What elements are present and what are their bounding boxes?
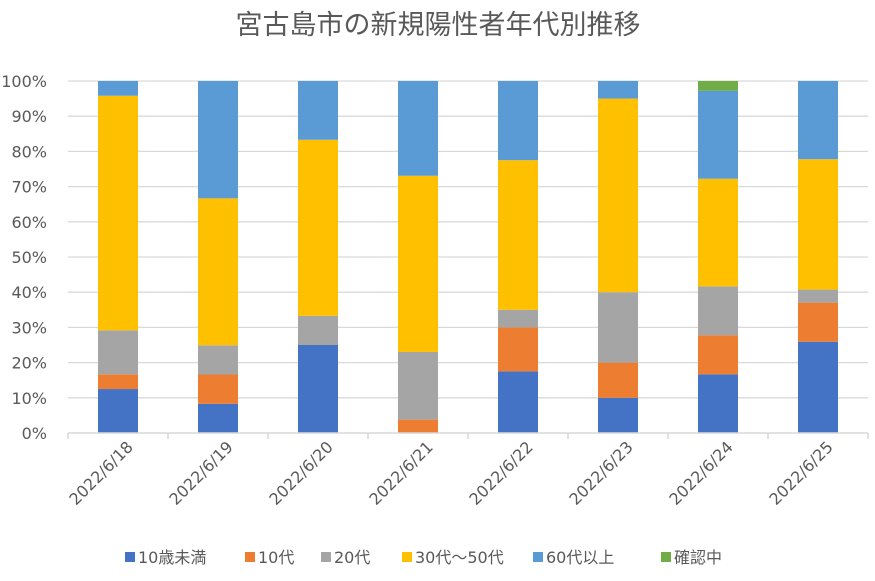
legend-item: 10歳未満 — [125, 548, 206, 567]
bar-segment — [798, 341, 838, 433]
y-tick-label: 10% — [11, 389, 47, 408]
y-tick-label: 80% — [11, 142, 47, 161]
bars — [98, 81, 838, 433]
bar-stack — [298, 81, 338, 433]
y-tick-label: 30% — [11, 318, 47, 337]
y-tick-label: 20% — [11, 354, 47, 373]
bar-segment — [798, 289, 838, 303]
x-tick-label: 2022/6/20 — [265, 437, 336, 508]
bar-segment — [298, 345, 338, 433]
x-tick-label: 2022/6/19 — [165, 437, 236, 508]
bar-segment — [698, 178, 738, 287]
legend-item: 10代 — [245, 548, 294, 567]
bar-segment — [298, 139, 338, 316]
y-tick-label: 70% — [11, 178, 47, 197]
bar-stack — [798, 81, 838, 433]
bar-segment — [698, 90, 738, 179]
bar-segment — [398, 351, 438, 420]
bar-segment — [298, 81, 338, 140]
y-tick-label: 100% — [1, 72, 47, 91]
bar-segment — [198, 81, 238, 199]
bar-segment — [598, 98, 638, 293]
x-axis — [67, 432, 869, 439]
legend-swatch — [533, 552, 543, 562]
x-tick-label: 2022/6/23 — [565, 437, 636, 508]
bar-segment — [98, 330, 138, 375]
bar-segment — [298, 315, 338, 345]
bar-stack — [398, 81, 438, 433]
bar-segment — [98, 389, 138, 433]
y-tick-label: 40% — [11, 283, 47, 302]
bar-segment — [498, 309, 538, 328]
legend-swatch — [321, 552, 331, 562]
bar-stack — [98, 81, 138, 433]
bar-segment — [398, 81, 438, 176]
bar-stack — [498, 81, 538, 433]
x-tick-label: 2022/6/18 — [65, 437, 136, 508]
legend-swatch — [402, 552, 412, 562]
bar-segment — [698, 335, 738, 375]
y-axis-tick-labels: 0% 10% 20% 30% 40% 50% 60% 70% 80% 90% 100% — [1, 72, 47, 443]
chart-title: 宮古島市の新規陽性者年代別推移 — [236, 10, 641, 41]
legend-swatch — [661, 552, 671, 562]
y-tick-label: 90% — [11, 107, 47, 126]
legend-item: 確認中 — [661, 548, 722, 567]
bar-segment — [598, 292, 638, 363]
legend-label: 20代 — [334, 548, 370, 567]
bar-segment — [598, 397, 638, 433]
legend-label: 確認中 — [674, 548, 722, 567]
bar-segment — [198, 198, 238, 346]
legend-item: 60代以上 — [533, 548, 614, 567]
bar-segment — [798, 302, 838, 342]
bar-segment — [398, 419, 438, 433]
y-tick-label: 0% — [22, 424, 47, 443]
bar-segment — [498, 371, 538, 433]
bar-stack — [598, 81, 638, 433]
bar-segment — [98, 374, 138, 390]
bar-segment — [498, 160, 538, 310]
legend-label: 30代～50代 — [415, 548, 504, 567]
legend-swatch — [245, 552, 255, 562]
bar-segment — [198, 374, 238, 404]
bar-segment — [98, 81, 138, 96]
bar-segment — [98, 95, 138, 331]
bar-segment — [198, 403, 238, 433]
bar-stack — [698, 81, 738, 433]
bar-segment — [198, 345, 238, 375]
legend-label: 60代以上 — [546, 548, 614, 567]
x-axis-tick-labels: 2022/6/18 2022/6/19 2022/6/20 2022/6/21 2022… — [65, 437, 836, 508]
bar-stack — [198, 81, 238, 433]
gridlines — [68, 80, 868, 399]
y-tick-label: 60% — [11, 213, 47, 232]
bar-segment — [698, 286, 738, 336]
legend-label: 10代 — [258, 548, 294, 567]
bar-segment — [698, 81, 738, 91]
bar-segment — [398, 175, 438, 352]
x-tick-label: 2022/6/21 — [365, 437, 436, 508]
x-tick-label: 2022/6/22 — [465, 437, 536, 508]
legend-item: 20代 — [321, 548, 370, 567]
bar-segment — [498, 327, 538, 372]
bar-segment — [598, 81, 638, 99]
x-tick-label: 2022/6/24 — [665, 437, 736, 508]
y-tick-label: 50% — [11, 248, 47, 267]
bar-segment — [598, 362, 638, 398]
bar-segment — [698, 374, 738, 433]
x-tick-label: 2022/6/25 — [765, 437, 836, 508]
bar-segment — [798, 81, 838, 160]
bar-segment — [498, 81, 538, 161]
legend: 10歳未満 10代 20代 30代～50代 60代以上 確認中 — [125, 548, 722, 567]
legend-label: 10歳未満 — [138, 548, 206, 567]
legend-swatch — [125, 552, 135, 562]
bar-segment — [798, 159, 838, 290]
legend-item: 30代～50代 — [402, 548, 504, 567]
